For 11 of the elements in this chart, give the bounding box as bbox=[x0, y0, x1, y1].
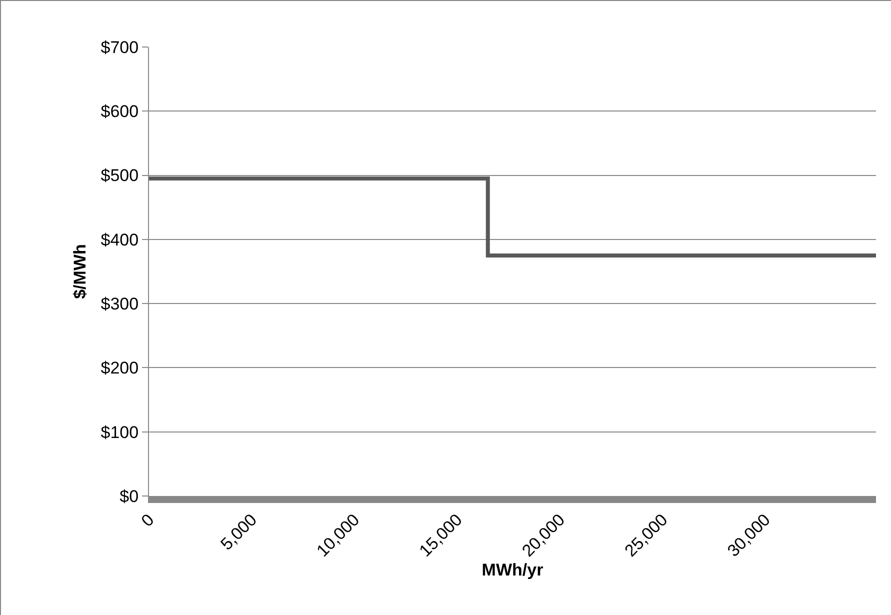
y-axis-title: $/MWh bbox=[70, 244, 90, 299]
x-tick-label: 0 bbox=[138, 510, 158, 530]
y-tick-label: $0 bbox=[120, 486, 139, 506]
y-tick-label: $200 bbox=[100, 358, 139, 378]
x-axis-title: MWh/yr bbox=[482, 560, 544, 580]
y-tick-label: $400 bbox=[100, 230, 139, 250]
y-tick-label: $600 bbox=[100, 102, 139, 122]
y-tick-label: $100 bbox=[100, 422, 139, 442]
y-tick-label: $500 bbox=[100, 166, 139, 186]
y-tick-label: $300 bbox=[100, 294, 139, 314]
y-tick-label: $700 bbox=[100, 38, 139, 57]
